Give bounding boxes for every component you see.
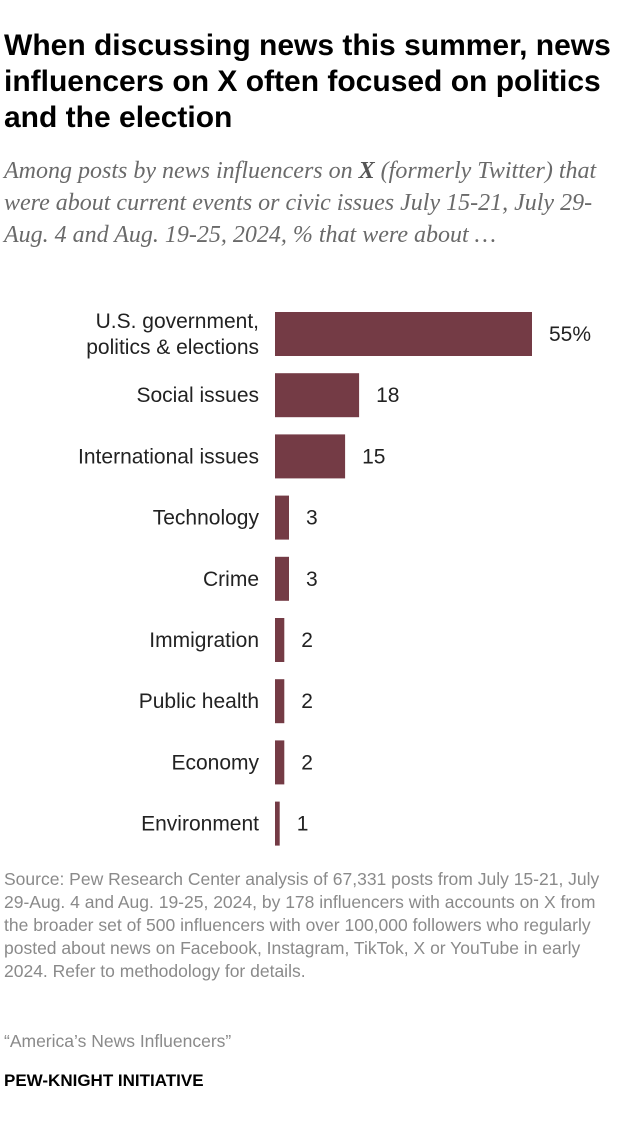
- bar-6: [275, 679, 285, 724]
- value-label-6: 2: [301, 690, 313, 713]
- category-label-4: Crime: [203, 568, 259, 591]
- value-label-2: 15: [362, 445, 385, 468]
- report-title: “America’s News Influencers”: [4, 1031, 232, 1051]
- category-label-6: Public health: [139, 690, 259, 713]
- value-label-8: 1: [297, 813, 309, 836]
- category-label-0: U.S. government, politics & elections: [86, 310, 259, 359]
- source-note: Source: Pew Research Center analysis of …: [4, 869, 600, 981]
- value-label-7: 2: [301, 751, 313, 774]
- brand-logo-text: PEW-KNIGHT INITIATIVE: [4, 1071, 204, 1090]
- value-label-1: 18: [376, 384, 399, 407]
- category-label-5: Immigration: [149, 629, 259, 652]
- bar-7: [275, 740, 285, 785]
- value-label-3: 3: [306, 507, 318, 530]
- bar-chart: U.S. government, politics & elections 55% S…: [78, 310, 591, 846]
- subtitle-text-end: (formerly Twitter) that were about curre…: [4, 158, 597, 248]
- bar-8: [275, 801, 280, 846]
- category-label-3: Technology: [153, 507, 260, 530]
- value-label-4: 3: [306, 568, 318, 591]
- bar-3: [275, 495, 289, 540]
- chart-title: When discussing news this summer, news i…: [4, 29, 611, 134]
- subtitle-platform-name: X: [358, 158, 375, 184]
- subtitle-text-start: Among posts by news influencers on: [4, 158, 359, 184]
- bar-0: [275, 312, 532, 356]
- chart-subtitle: Among posts by news influencers on X (fo…: [4, 155, 616, 251]
- category-label-1: Social issues: [136, 384, 259, 407]
- category-label-7: Economy: [171, 751, 259, 774]
- value-label-5: 2: [301, 629, 313, 652]
- category-label-2: International issues: [78, 445, 259, 468]
- bar-5: [275, 618, 285, 662]
- bar-4: [275, 556, 289, 601]
- value-label-0: 55%: [549, 323, 591, 346]
- bar-2: [275, 434, 346, 479]
- category-label-8: Environment: [141, 813, 259, 836]
- bar-1: [275, 373, 360, 418]
